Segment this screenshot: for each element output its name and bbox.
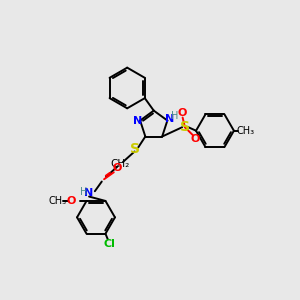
Text: O: O [66, 196, 76, 206]
Text: CH₃: CH₃ [236, 126, 254, 136]
Text: N: N [133, 116, 142, 125]
Text: O: O [178, 108, 187, 118]
Text: Cl: Cl [104, 239, 116, 249]
Text: CH₃: CH₃ [48, 196, 66, 206]
Text: N: N [84, 188, 94, 198]
Text: S: S [180, 120, 190, 134]
Text: N: N [165, 114, 174, 124]
Text: O: O [190, 134, 200, 145]
Text: O: O [113, 163, 122, 173]
Text: S: S [130, 142, 140, 156]
Text: H: H [171, 111, 178, 122]
Text: H: H [80, 187, 87, 197]
Text: CH₂: CH₂ [111, 159, 130, 169]
